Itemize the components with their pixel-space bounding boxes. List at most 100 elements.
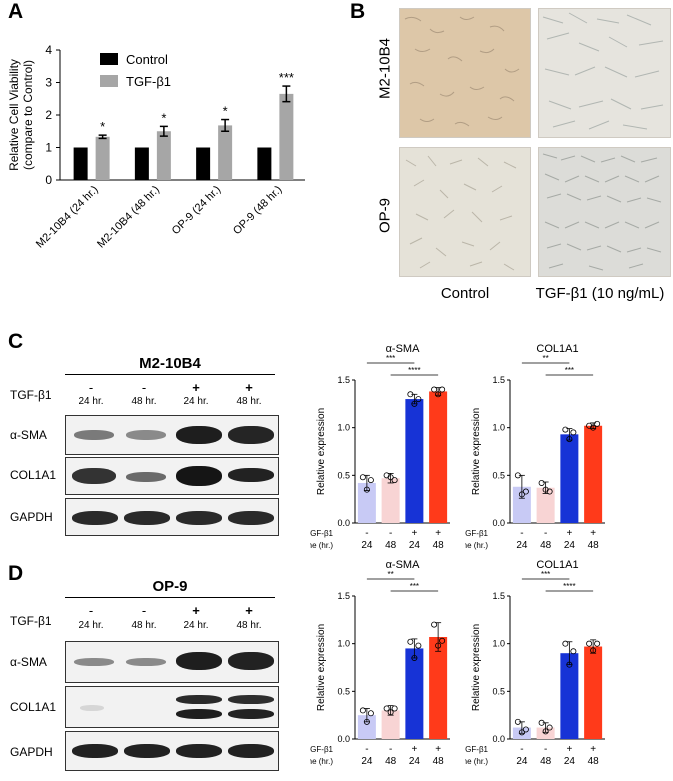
bar: [218, 125, 233, 180]
x-sign-label: +: [566, 528, 572, 539]
x-sign-label: -: [544, 744, 547, 755]
data-point: [518, 729, 525, 736]
blot-d-protein-gapdh: GAPDH: [10, 745, 53, 759]
band: [72, 511, 118, 525]
bar: [381, 478, 400, 523]
x-row-label: Time (hr.): [310, 541, 333, 550]
data-point: [538, 719, 545, 726]
band: [126, 472, 166, 482]
data-point: [594, 420, 601, 427]
bar: [512, 486, 531, 523]
blot-c-lane4-sign: +: [245, 380, 253, 395]
data-point: [431, 386, 438, 393]
x-row-label: Time (hr.): [465, 541, 488, 550]
legend-label: Control: [126, 52, 168, 67]
significance-label: ***: [565, 366, 574, 375]
blot-d-lane2-sign: -: [141, 603, 147, 618]
data-point: [435, 391, 442, 398]
x-sign-label: -: [389, 528, 392, 539]
legend-swatch: [100, 75, 118, 87]
bar: [73, 147, 88, 180]
x-row-label: TGF-β1: [310, 529, 334, 538]
band: [228, 652, 274, 670]
chart-title: COL1A1: [536, 343, 578, 355]
blot-c-lane1-time: 24 hr.: [78, 396, 104, 407]
x-tick-label: M2-10B4 (24 hr.): [34, 184, 101, 251]
y-tick-label: 0.5: [492, 470, 505, 480]
x-time-label: 48: [540, 756, 552, 767]
bar: [257, 147, 272, 180]
micrograph-row-label-m2: M2-10B4: [376, 38, 394, 99]
panel-c-letter: C: [8, 330, 24, 353]
micrograph-op9-tgf: [538, 147, 671, 277]
significance-label: ****: [408, 366, 420, 375]
cell-texture: [404, 16, 520, 127]
x-tick-label: OP-9 (48 hr.): [231, 184, 284, 237]
significance-label: ****: [563, 582, 575, 591]
data-point: [391, 477, 398, 484]
data-point: [363, 718, 370, 725]
y-tick-label: 0.5: [337, 470, 350, 480]
data-point: [439, 386, 446, 393]
x-time-label: 24: [409, 756, 421, 767]
blot-c-protein-asma: α-SMA: [10, 428, 47, 442]
y-tick-label: 0.0: [337, 518, 350, 528]
band: [228, 744, 274, 758]
bar: [584, 425, 603, 523]
data-point: [546, 488, 553, 495]
blot-d-lane1-time: 24 hr.: [78, 620, 104, 631]
x-sign-label: +: [566, 744, 572, 755]
data-point: [411, 654, 418, 661]
bar: [279, 93, 294, 180]
y-tick-label: 1.5: [337, 591, 350, 601]
significance-label: ***: [386, 354, 395, 363]
x-sign-label: -: [520, 528, 523, 539]
x-time-label: 24: [361, 756, 373, 767]
bar: [156, 131, 171, 180]
blot-c-treatment-label: TGF-β1: [10, 388, 52, 402]
bar: [134, 147, 149, 180]
y-tick-label: 0.5: [492, 686, 505, 696]
x-row-label: Time (hr.): [310, 757, 333, 766]
significance-label: **: [543, 354, 549, 363]
blot-d-title-rule: [65, 597, 275, 598]
x-row-label: Time (hr.): [465, 757, 488, 766]
blot-d-lane3-time: 24 hr.: [183, 620, 209, 631]
band: [124, 744, 170, 758]
blot-c-protein-gapdh: GAPDH: [10, 510, 53, 524]
data-point: [538, 479, 545, 486]
bar: [381, 710, 400, 739]
x-time-label: 48: [433, 756, 445, 767]
cell-texture: [542, 153, 662, 271]
band: [124, 511, 170, 525]
x-time-label: 48: [540, 540, 552, 551]
y-tick-label: 1.5: [492, 591, 505, 601]
x-time-label: 24: [409, 540, 421, 551]
x-time-label: 24: [564, 756, 576, 767]
band: [176, 709, 222, 719]
data-point: [518, 491, 525, 498]
significance-label: **: [388, 570, 394, 579]
bar: [196, 147, 211, 180]
x-time-label: 48: [588, 756, 600, 767]
x-time-label: 48: [385, 756, 397, 767]
x-row-label: TGF-β1: [465, 745, 489, 754]
x-sign-label: -: [365, 744, 368, 755]
data-point: [435, 642, 442, 649]
bar: [429, 391, 448, 523]
blot-d-lane2-time: 48 hr.: [131, 620, 157, 631]
chart-title: α-SMA: [386, 343, 421, 355]
band: [72, 744, 118, 758]
micrograph-row-label-op9: OP-9: [376, 198, 394, 234]
x-time-label: 24: [516, 540, 528, 551]
significance-label: *: [161, 110, 166, 125]
blot-c-lane2-sign: -: [141, 380, 147, 395]
blot-d-lane4-sign: +: [245, 603, 253, 618]
band: [80, 705, 104, 711]
data-point: [522, 488, 529, 495]
x-sign-label: +: [435, 744, 441, 755]
data-point: [415, 642, 422, 649]
x-time-label: 48: [433, 540, 445, 551]
bar: [357, 715, 376, 739]
data-point: [411, 400, 418, 407]
